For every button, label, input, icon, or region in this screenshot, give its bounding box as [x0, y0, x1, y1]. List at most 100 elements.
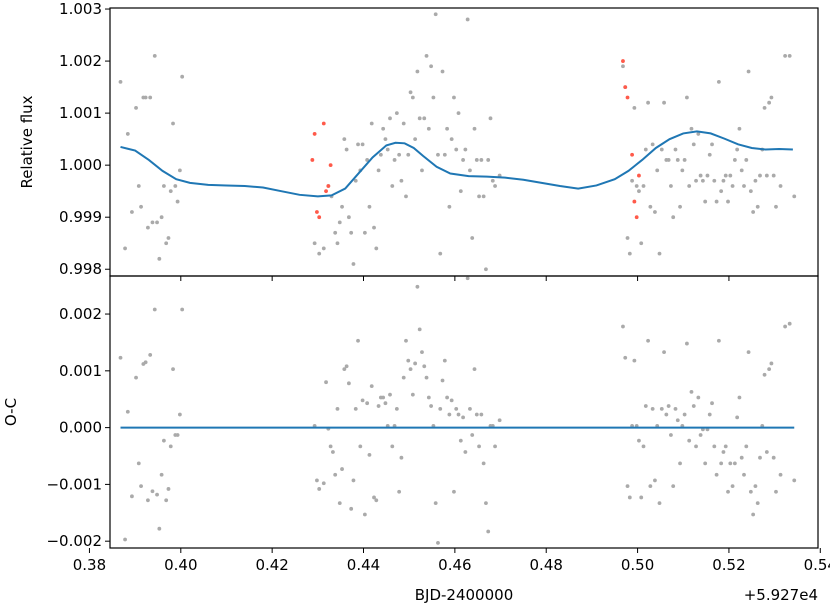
- data-point: [134, 106, 138, 110]
- x-tick-label: 0.42: [255, 556, 288, 574]
- data-point: [360, 142, 365, 147]
- data-point: [755, 204, 760, 209]
- data-point: [333, 472, 338, 477]
- data-point: [479, 412, 484, 417]
- data-point: [493, 444, 497, 449]
- data-point: [637, 438, 641, 443]
- data-point: [408, 367, 413, 372]
- data-point: [723, 173, 728, 178]
- data-point: [125, 132, 130, 136]
- data-point: [477, 444, 481, 449]
- data-point: [146, 225, 150, 230]
- data-point: [171, 121, 175, 126]
- data-point: [746, 69, 751, 74]
- data-point: [721, 178, 726, 183]
- data-point: [737, 395, 742, 400]
- data-point: [337, 501, 342, 506]
- data-point: [468, 168, 472, 173]
- data-point: [682, 158, 687, 162]
- data-point: [643, 147, 648, 152]
- data-point: [671, 215, 676, 220]
- data-point: [783, 53, 788, 58]
- data-point: [689, 126, 694, 131]
- data-point: [123, 537, 127, 542]
- data-point: [410, 95, 415, 100]
- data-point: [762, 372, 767, 377]
- data-point: [360, 398, 365, 403]
- data-point: [671, 484, 676, 488]
- data-point: [703, 461, 708, 466]
- data-point: [401, 121, 406, 126]
- data-point: [372, 495, 376, 500]
- data-point: [422, 364, 427, 369]
- data-point: [716, 80, 721, 84]
- data-point: [678, 204, 682, 209]
- data-point: [639, 241, 644, 246]
- data-point: [374, 498, 379, 503]
- data-point: [358, 444, 363, 449]
- x-axis-label: BJD-2400000: [415, 586, 513, 604]
- data-point: [150, 489, 155, 494]
- data-point: [641, 184, 646, 188]
- data-point: [406, 358, 411, 363]
- top-y-tick-label: 0.999: [59, 208, 102, 226]
- data-point: [486, 529, 491, 534]
- data-point: [415, 284, 420, 289]
- highlighted-point: [317, 215, 322, 220]
- data-point: [742, 184, 746, 188]
- data-point: [769, 95, 774, 100]
- data-point: [445, 395, 449, 400]
- data-point: [744, 444, 749, 449]
- data-point: [417, 116, 422, 121]
- data-point: [632, 106, 637, 110]
- data-point: [673, 406, 678, 411]
- data-point: [143, 95, 148, 100]
- x-tick-label: 0.52: [712, 556, 745, 574]
- data-point: [762, 106, 767, 110]
- data-point: [324, 380, 328, 385]
- highlighted-point: [637, 173, 641, 178]
- data-point: [659, 147, 664, 152]
- data-point: [442, 358, 447, 363]
- x-tick-label: 0.38: [73, 556, 106, 574]
- x-tick-label: 0.54: [804, 556, 830, 574]
- data-point: [486, 158, 491, 162]
- data-point: [687, 184, 692, 188]
- data-point: [698, 173, 703, 178]
- data-point: [712, 444, 717, 449]
- data-point: [367, 452, 372, 457]
- data-point: [148, 353, 153, 357]
- top-y-axis-label: Relative flux: [18, 95, 36, 188]
- data-point: [696, 132, 701, 136]
- data-point: [452, 489, 456, 494]
- data-point: [675, 158, 680, 162]
- data-point: [689, 389, 694, 394]
- data-point: [331, 450, 335, 454]
- data-point: [646, 100, 650, 105]
- data-point: [422, 116, 427, 121]
- data-point: [136, 461, 141, 466]
- data-point: [436, 540, 440, 545]
- data-point: [404, 194, 408, 199]
- highlighted-point: [324, 189, 328, 194]
- data-point: [442, 152, 447, 157]
- data-point: [653, 210, 657, 214]
- data-point: [317, 487, 322, 491]
- data-point: [484, 267, 488, 272]
- data-point: [362, 512, 367, 517]
- data-point: [639, 495, 644, 500]
- data-point: [625, 236, 630, 240]
- data-point: [401, 375, 406, 380]
- data-point: [381, 126, 386, 131]
- data-point: [146, 498, 150, 503]
- data-point: [758, 173, 762, 178]
- data-point: [659, 406, 664, 411]
- data-point: [340, 467, 344, 471]
- data-point: [356, 338, 360, 343]
- data-point: [417, 327, 422, 332]
- data-point: [687, 438, 692, 443]
- data-point: [632, 358, 637, 363]
- data-point: [774, 489, 778, 494]
- data-point: [710, 142, 714, 147]
- data-point: [431, 95, 436, 100]
